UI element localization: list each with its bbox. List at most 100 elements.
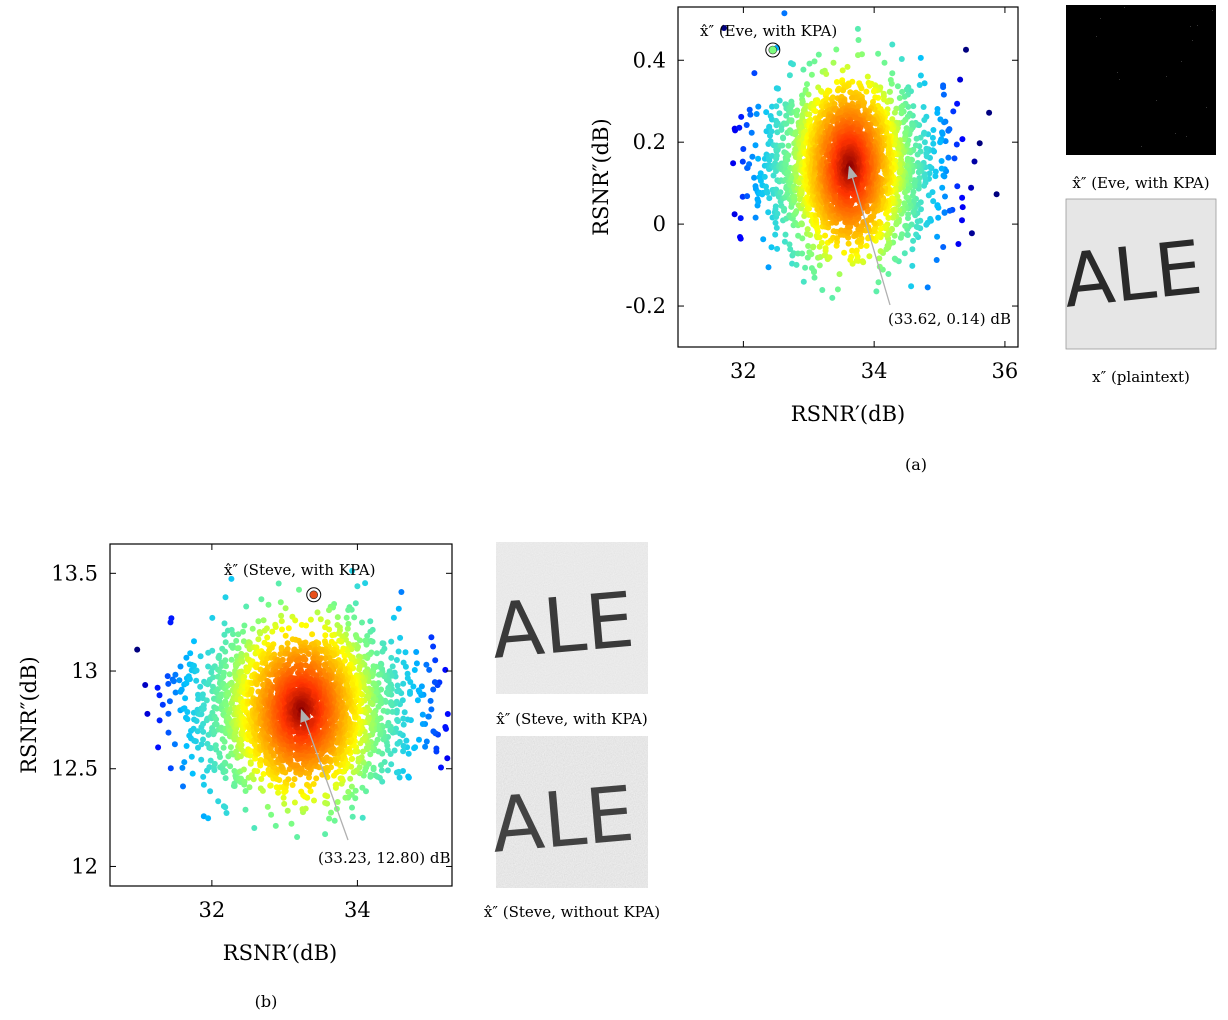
scatter-point [413, 649, 420, 655]
scatter-point [304, 781, 310, 788]
scatter-point [215, 655, 222, 662]
scatter-point [830, 59, 837, 66]
scatter-point [370, 680, 377, 687]
scatter-point [286, 766, 293, 773]
scatter-point [359, 814, 366, 821]
scatter-point [932, 168, 939, 175]
scatter-point [891, 232, 898, 239]
scatter-point [380, 707, 387, 714]
scatter-point [179, 764, 186, 771]
scatter-point [438, 764, 444, 771]
scatter-point [362, 669, 369, 675]
scatter-point [362, 580, 369, 587]
scatter-point [324, 619, 331, 626]
scatter-point [180, 783, 186, 790]
scatter-point [881, 59, 888, 66]
scatter-point [921, 139, 928, 146]
scatter-point [431, 679, 438, 686]
scatter-point [363, 764, 370, 771]
scatter-point [845, 240, 852, 247]
scatter-point [356, 666, 363, 673]
scatter-point [348, 783, 355, 790]
scatter-point [211, 760, 218, 767]
scatter-point [220, 744, 227, 751]
scatter-point [428, 706, 435, 713]
scatter-point [740, 146, 747, 152]
y-tick-label: 0.2 [633, 130, 666, 154]
scatter-point [400, 742, 407, 749]
scatter-point [898, 56, 905, 62]
scatter-point [193, 718, 200, 724]
scatter-point [182, 695, 189, 702]
scatter-point [768, 128, 775, 135]
scatter-point [166, 698, 173, 705]
scatter-point [379, 640, 386, 647]
scatter-point [203, 697, 210, 704]
scatter-point [942, 193, 948, 200]
scatter-point [255, 636, 262, 643]
scatter-point [275, 789, 282, 796]
scatter-point [829, 294, 836, 301]
scatter-point [165, 680, 172, 687]
scatter-point [272, 822, 279, 829]
scatter-point [296, 586, 302, 593]
scatter-point [873, 288, 880, 295]
scatter-point [326, 815, 333, 822]
scatter-point [773, 224, 780, 231]
scatter-point [269, 628, 276, 635]
scatter-point [786, 241, 793, 248]
scatter-point [959, 204, 966, 211]
scatter-point [755, 103, 762, 110]
plaintext-image [1065, 198, 1217, 350]
scatter-point [258, 596, 265, 603]
scatter-point [904, 231, 911, 238]
scatter-point [917, 72, 924, 79]
scatter-point [360, 748, 366, 755]
scatter-point [191, 662, 197, 669]
scatter-point [239, 658, 246, 665]
scatter-point [805, 243, 812, 249]
scatter-point [940, 244, 947, 250]
scatter-point [888, 80, 895, 87]
scatter-point [934, 202, 941, 209]
scatter-point [772, 219, 779, 226]
scatter-point [404, 675, 411, 682]
scatter-point [268, 644, 275, 651]
scatter-point [347, 775, 354, 782]
scatter-point [359, 619, 365, 626]
scatter-point [322, 655, 329, 662]
scatter-point [314, 609, 321, 616]
scatter-point [384, 747, 391, 753]
scatter-point [889, 41, 896, 48]
scatter-point [222, 594, 229, 601]
scatter-point [334, 614, 341, 621]
scatter-point [808, 71, 815, 78]
scatter-point [311, 797, 317, 804]
scatter-point [816, 234, 823, 241]
scatter-point [288, 820, 295, 827]
scatter-point [790, 61, 796, 68]
scatter-point [375, 671, 382, 678]
scatter-point [419, 711, 426, 718]
scatter-point [875, 50, 882, 57]
x-tick-label: 34 [861, 359, 888, 383]
scatter-point [281, 746, 288, 753]
scatter-point [763, 183, 769, 190]
scatter-point [849, 247, 856, 254]
scatter-point [192, 738, 199, 745]
scatter-point [307, 788, 314, 795]
scatter-point [313, 775, 320, 782]
scatter-point [188, 753, 195, 760]
scatter-point [195, 696, 202, 702]
scatter-point [781, 205, 788, 212]
scatter-point [790, 250, 797, 257]
scatter-point [899, 88, 906, 95]
noise-texture [1066, 5, 1216, 155]
scatter-point [816, 262, 823, 269]
scatter-point [823, 71, 830, 77]
scatter-point [223, 663, 229, 670]
scatter-point [855, 52, 861, 59]
scatter-point [846, 228, 853, 235]
scatter-point [356, 730, 363, 737]
scatter-point [764, 189, 771, 196]
